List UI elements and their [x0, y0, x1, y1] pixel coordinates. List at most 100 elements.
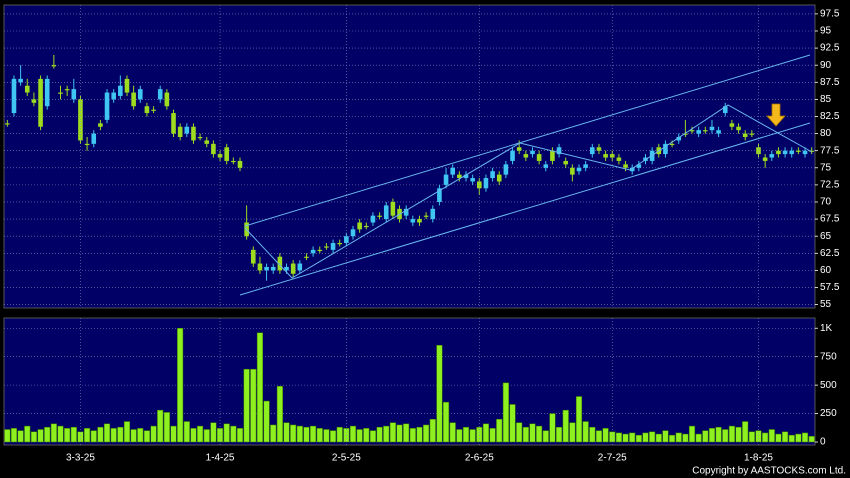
- volume-bar: [44, 426, 51, 443]
- candle-body: [324, 246, 329, 248]
- volume-bar: [762, 432, 769, 443]
- volume-bar: [130, 429, 137, 443]
- volume-bar: [735, 426, 742, 443]
- volume-bar: [462, 426, 470, 443]
- y-tick-label: 72.5: [820, 180, 840, 191]
- candle-body: [131, 92, 136, 107]
- candle-body: [58, 92, 63, 94]
- volume-bar: [595, 430, 603, 443]
- volume-bar: [250, 368, 257, 443]
- candle-body: [417, 219, 422, 223]
- candle-body: [390, 201, 396, 216]
- volume-bar: [409, 428, 416, 443]
- volume-bar: [436, 345, 443, 443]
- volume-bar: [137, 428, 144, 443]
- volume-bar: [150, 425, 157, 443]
- volume-bar: [622, 433, 629, 443]
- price-panel: [3, 4, 816, 309]
- volume-bar: [795, 433, 802, 443]
- volume-bar: [369, 430, 376, 443]
- candle-body: [204, 140, 210, 144]
- volume-bar: [110, 428, 117, 443]
- volume-bar: [702, 430, 709, 443]
- volume-bar: [615, 432, 622, 443]
- volume-bar: [522, 426, 529, 443]
- candle-body: [749, 133, 755, 135]
- candle-body: [357, 222, 362, 230]
- candle-body: [483, 178, 489, 189]
- volume-bar: [84, 428, 91, 443]
- volume-bar: [50, 423, 57, 443]
- candle-body: [71, 89, 77, 100]
- candle-body: [463, 174, 469, 179]
- candle-body: [510, 150, 515, 161]
- candle-body: [284, 266, 289, 271]
- candle-body: [111, 92, 116, 100]
- y-tick-label: 95: [820, 26, 832, 37]
- candle-body: [38, 78, 43, 127]
- volume-bar: [768, 429, 775, 443]
- candle-body: [683, 133, 688, 135]
- candle-body: [51, 65, 57, 67]
- volume-bar: [808, 436, 815, 443]
- y-tick-label: 1K: [820, 323, 833, 334]
- candle-body: [530, 150, 535, 155]
- candle-body: [104, 92, 110, 120]
- volume-bar: [330, 430, 337, 443]
- candle-body: [257, 263, 263, 271]
- candle-body: [224, 147, 229, 161]
- candle-body: [776, 150, 781, 155]
- volume-bar: [17, 430, 24, 443]
- volume-bar: [57, 425, 64, 443]
- x-tick-label: 2-5-25: [332, 453, 361, 464]
- candle-body: [403, 208, 409, 216]
- volume-bar: [290, 424, 297, 443]
- y-tick-label: 77.5: [820, 145, 840, 156]
- candle-body: [762, 157, 768, 161]
- candle-body: [802, 150, 808, 155]
- volume-bar: [170, 425, 177, 443]
- candle-body: [490, 171, 495, 179]
- y-tick-label: 750: [820, 351, 837, 362]
- candle-body: [144, 106, 150, 114]
- candle-body: [317, 249, 323, 252]
- candle-body: [363, 225, 369, 228]
- y-tick-label: 62.5: [820, 248, 840, 259]
- candle-body: [191, 126, 196, 141]
- candle-body: [157, 89, 163, 100]
- candle-body: [709, 126, 715, 131]
- volume-bar: [24, 425, 31, 443]
- y-tick-label: 65: [820, 231, 832, 242]
- y-tick-label: 97.5: [820, 9, 840, 20]
- candle-body: [590, 147, 595, 155]
- volume-bar: [536, 425, 543, 443]
- candle-body: [696, 130, 701, 134]
- volume-bar: [496, 418, 503, 443]
- candle-body: [523, 154, 529, 158]
- candle-body: [118, 85, 123, 96]
- candle-body: [383, 205, 389, 220]
- candle-body: [151, 109, 156, 111]
- candle-body: [716, 130, 721, 134]
- volume-bar: [788, 434, 795, 443]
- volume-bar: [190, 428, 197, 443]
- volume-bar: [349, 425, 357, 443]
- candle-body: [616, 157, 622, 161]
- volume-bar: [529, 423, 536, 443]
- volume-bar: [37, 429, 44, 443]
- candle-body: [789, 150, 795, 155]
- y-tick-label: 70: [820, 197, 832, 208]
- zigzag-line: [244, 104, 813, 279]
- candle-body: [742, 133, 748, 138]
- candle-body: [669, 143, 675, 146]
- volume-bar: [363, 428, 370, 443]
- candle-body: [297, 263, 303, 271]
- volume-bar: [715, 426, 722, 443]
- volume-bar: [383, 425, 390, 443]
- volume-bar: [103, 423, 111, 443]
- volume-bar: [90, 430, 97, 443]
- x-tick-label: 2-6-25: [465, 453, 494, 464]
- channel-upper: [244, 54, 811, 227]
- candle-body: [663, 143, 668, 155]
- volume-bar: [270, 424, 277, 443]
